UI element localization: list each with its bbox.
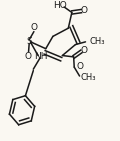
Text: O: O	[31, 23, 38, 32]
Text: O: O	[77, 62, 84, 71]
Text: CH₃: CH₃	[90, 37, 105, 46]
Text: O: O	[80, 46, 87, 55]
Text: S: S	[26, 37, 32, 46]
Text: O: O	[81, 6, 88, 15]
Text: HO: HO	[53, 1, 66, 10]
Text: NH: NH	[34, 52, 47, 61]
Text: CH₃: CH₃	[81, 73, 96, 82]
Text: O: O	[25, 52, 32, 61]
